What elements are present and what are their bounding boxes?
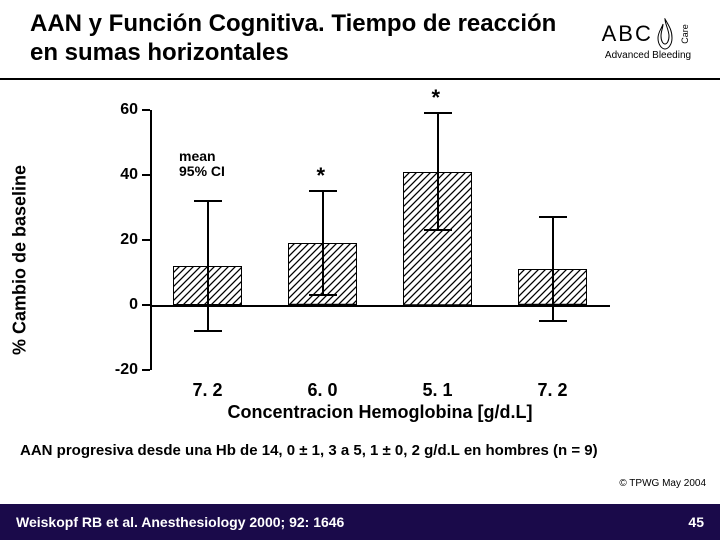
y-tick-label: -20	[115, 361, 138, 379]
error-bar	[552, 217, 554, 321]
y-tick-label: 40	[120, 166, 138, 184]
page-number: 45	[688, 514, 704, 530]
y-tick	[142, 109, 150, 111]
y-tick	[142, 239, 150, 241]
legend-ci: 95% CI	[179, 164, 225, 179]
significance-marker: *	[317, 163, 326, 189]
error-cap	[309, 190, 337, 192]
y-axis	[150, 110, 152, 370]
plot-area: mean 95% CI -200204060**	[150, 110, 610, 370]
x-tick-label: 7. 2	[150, 380, 265, 401]
x-labels: 7. 26. 05. 17. 2	[150, 380, 610, 401]
error-cap	[194, 330, 222, 332]
chart: % Cambio de baseline mean 95% CI -200204…	[60, 100, 620, 420]
y-tick-label: 0	[129, 296, 138, 314]
error-cap	[424, 112, 452, 114]
x-tick-label: 7. 2	[495, 380, 610, 401]
error-cap	[539, 216, 567, 218]
y-axis-label: % Cambio de baseline	[10, 165, 31, 355]
y-tick	[142, 174, 150, 176]
x-axis-title: Concentracion Hemoglobina [g/d.L]	[150, 402, 610, 423]
logo: ABC Care Advanced Bleeding	[588, 18, 708, 61]
y-tick-label: 20	[120, 231, 138, 249]
logo-text: ABC	[602, 21, 653, 47]
error-cap	[194, 200, 222, 202]
y-tick-label: 60	[120, 101, 138, 119]
error-cap	[424, 229, 452, 231]
x-axis	[150, 305, 610, 307]
x-tick-label: 5. 1	[380, 380, 495, 401]
page-title: AAN y Función Cognitiva. Tiempo de reacc…	[30, 10, 588, 68]
error-bar	[437, 113, 439, 230]
error-cap	[539, 320, 567, 322]
logo-side: Care	[680, 24, 690, 44]
legend-mean: mean	[179, 149, 225, 164]
error-bar	[322, 191, 324, 295]
error-cap	[309, 294, 337, 296]
y-tick	[142, 304, 150, 306]
reference: Weiskopf RB et al. Anesthesiology 2000; …	[16, 514, 344, 530]
copyright: © TPWG May 2004	[619, 478, 706, 489]
legend: mean 95% CI	[179, 149, 225, 180]
error-bar	[207, 201, 209, 331]
y-tick	[142, 369, 150, 371]
flame-icon	[655, 18, 675, 50]
logo-sub: Advanced Bleeding	[605, 50, 691, 61]
footnote: AAN progresiva desde una Hb de 14, 0 ± 1…	[20, 442, 598, 459]
x-tick-label: 6. 0	[265, 380, 380, 401]
footer-bar: Weiskopf RB et al. Anesthesiology 2000; …	[0, 504, 720, 540]
significance-marker: *	[432, 85, 441, 111]
title-bar: AAN y Función Cognitiva. Tiempo de reacc…	[0, 0, 720, 80]
